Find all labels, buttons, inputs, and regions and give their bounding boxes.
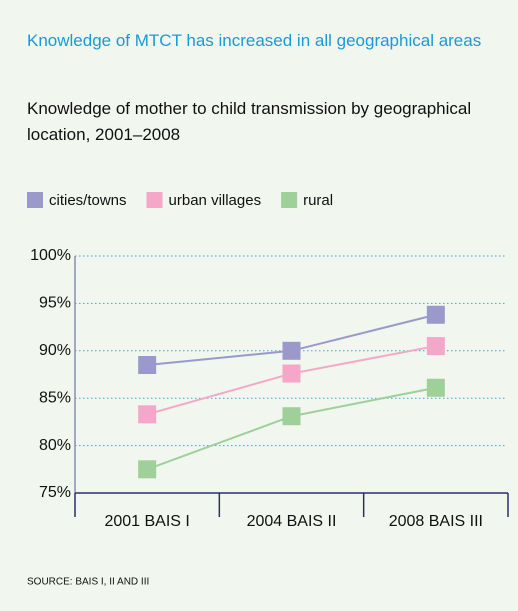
legend-label: urban villages (169, 192, 262, 209)
x-tick-label: 2008 BAIS III (389, 513, 483, 530)
legend-swatch (281, 192, 298, 208)
y-tick-label: 95% (39, 295, 71, 312)
point-marker (426, 337, 445, 356)
point-marker (138, 356, 157, 375)
legend-label: rural (303, 192, 333, 209)
legend-swatch (27, 192, 43, 208)
y-tick-label: 75% (39, 484, 71, 501)
y-tick-label: 90% (39, 342, 71, 359)
chart-title: Knowledge of MTCT has increased in all g… (27, 31, 482, 50)
point-marker (282, 341, 301, 360)
y-tick-label: 100% (30, 247, 71, 264)
legend-swatch (146, 192, 163, 208)
x-tick-label: 2004 BAIS II (247, 513, 337, 530)
point-marker (282, 364, 301, 383)
y-tick-label: 85% (39, 389, 71, 406)
point-marker (138, 405, 157, 424)
point-marker (138, 460, 157, 479)
x-tick-label: 2001 BAIS I (104, 513, 189, 530)
legend-label: cities/towns (49, 192, 127, 209)
series-line (146, 386, 437, 471)
chart-subtitle: Knowledge of mother to child transmissio… (27, 99, 472, 144)
point-marker (282, 407, 301, 426)
point-marker (426, 305, 445, 324)
y-tick-label: 80% (39, 437, 71, 454)
source: SOURCE: BAIS I, II AND III (27, 577, 149, 588)
point-marker (426, 378, 445, 397)
